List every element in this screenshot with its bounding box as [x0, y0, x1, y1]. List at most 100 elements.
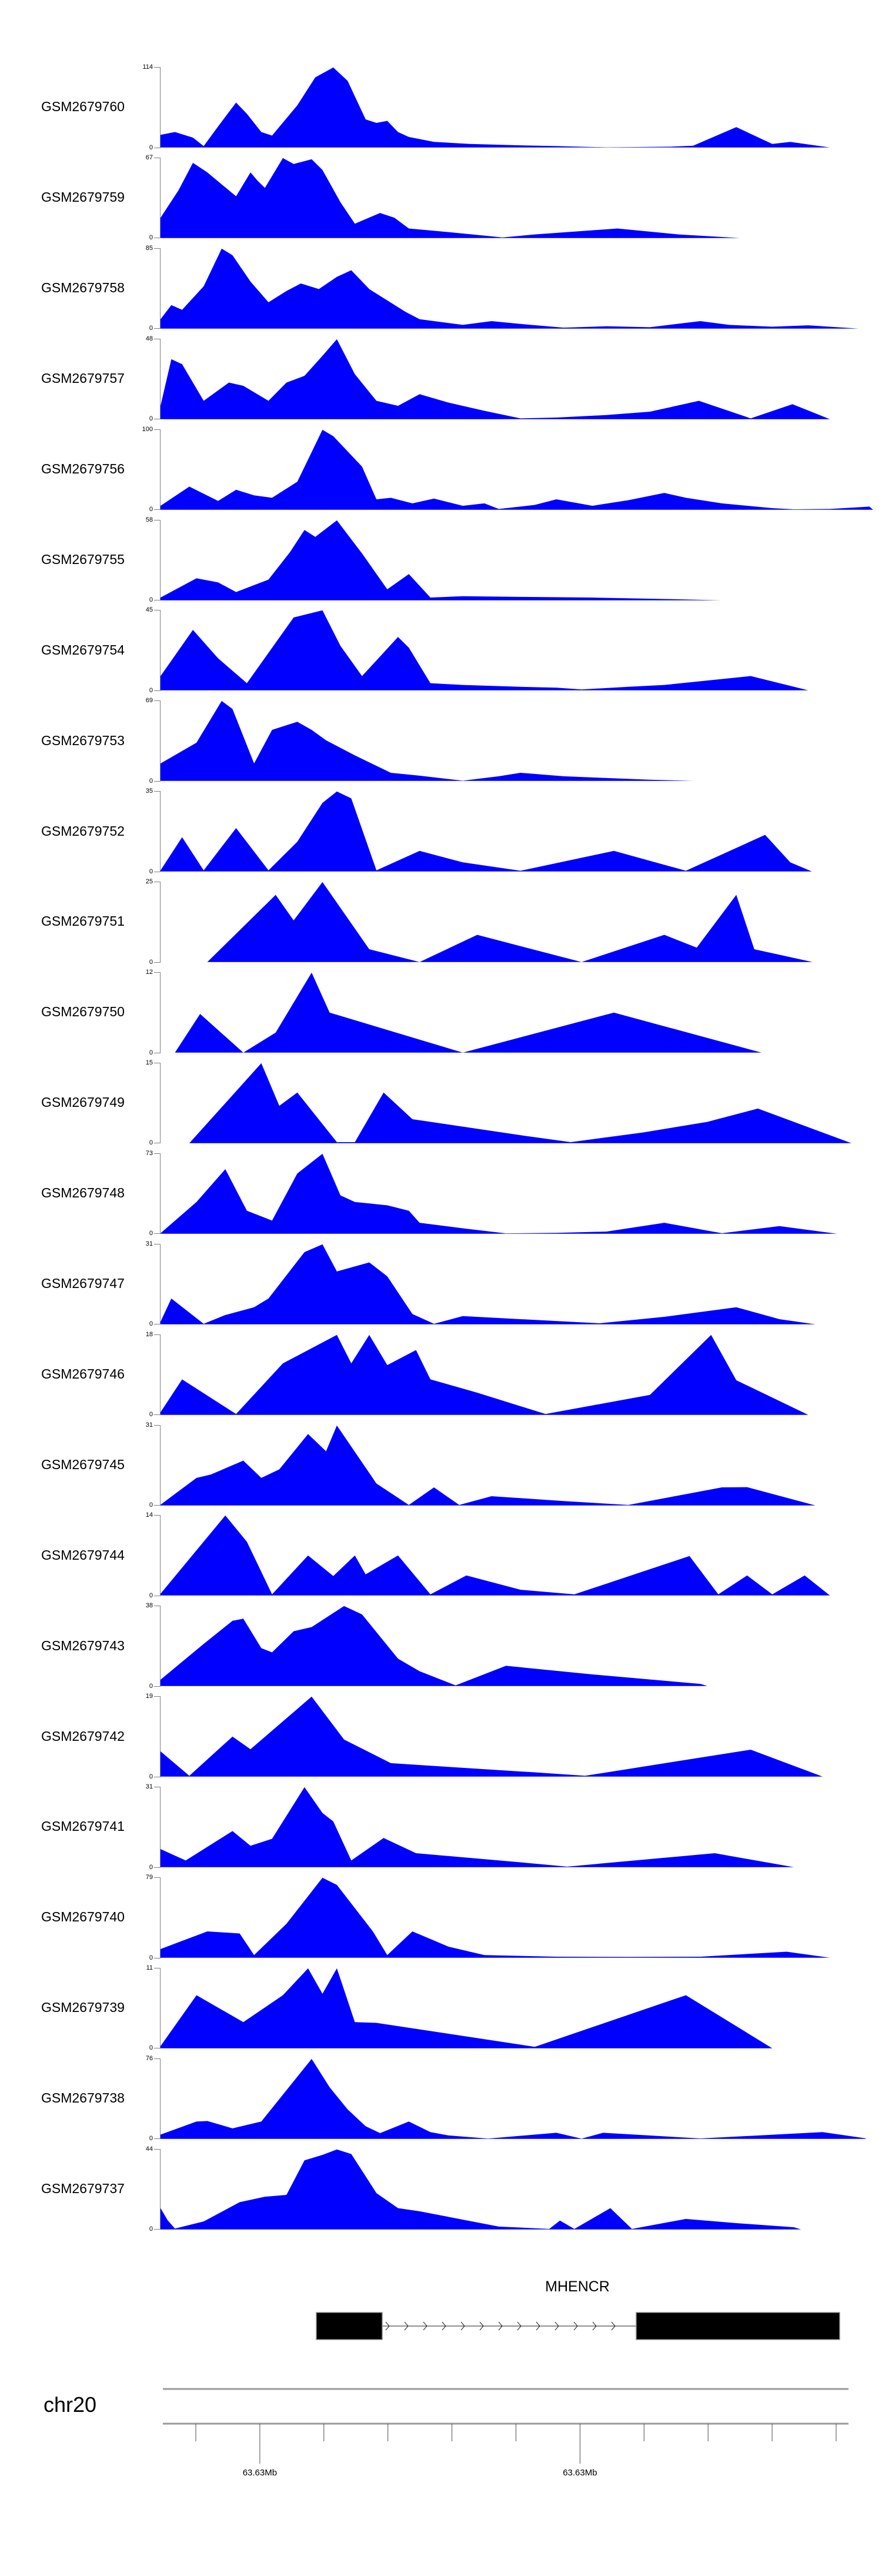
track-axis-base-tick — [154, 2229, 161, 2230]
track-area-chart — [161, 791, 812, 872]
track-axis-line — [160, 882, 161, 962]
track-area-chart — [161, 1334, 808, 1415]
track-label: GSM2679751 — [41, 913, 125, 929]
track-axis-line — [160, 429, 161, 510]
track-axis-line — [160, 67, 161, 148]
track-axis-line — [160, 248, 161, 329]
track-ymax-label: 35 — [145, 788, 153, 795]
track-label: GSM2679756 — [41, 461, 125, 476]
track-axis-line — [160, 1877, 161, 1958]
track-area-chart — [207, 882, 813, 962]
track-ybase-label: 0 — [149, 958, 153, 966]
track-axis-base-tick — [154, 1686, 161, 1687]
track-area-chart — [161, 1153, 837, 1234]
track-ymax-label: 11 — [146, 1964, 153, 1971]
track-label: GSM2679758 — [41, 280, 125, 296]
track-area-chart — [161, 2149, 801, 2230]
track-label: GSM2679747 — [41, 1275, 125, 1291]
track-ymax-label: 31 — [145, 1240, 153, 1247]
track-area-chart — [161, 610, 808, 691]
track-ymax-label: 58 — [145, 516, 153, 523]
track-axis-line — [160, 1424, 161, 1505]
track-ybase-label: 0 — [149, 867, 153, 875]
track-ymax-label: 76 — [145, 2054, 153, 2062]
coverage-area — [161, 1696, 823, 1777]
chromosome-axis — [163, 2388, 848, 2464]
track-ybase-label: 0 — [149, 1320, 153, 1328]
track-label: GSM2679755 — [41, 551, 125, 567]
coverage-area — [161, 67, 830, 148]
track-ybase-label: 0 — [149, 1501, 153, 1509]
coverage-area — [161, 248, 859, 329]
track-area-chart — [161, 1787, 794, 1867]
track-axis-base-tick — [154, 1414, 161, 1416]
track-label: GSM2679739 — [41, 2000, 125, 2016]
track-label: GSM2679757 — [41, 371, 125, 386]
track-ymax-label: 114 — [142, 64, 153, 71]
track-ymax-label: 44 — [145, 2145, 153, 2153]
track-ybase-label: 0 — [149, 777, 153, 785]
track-ymax-label: 85 — [145, 244, 153, 252]
track-area-chart — [161, 158, 740, 238]
track-ybase-label: 0 — [149, 1863, 153, 1871]
track-area-chart — [161, 339, 830, 419]
track-area-chart — [161, 1516, 830, 1596]
track-label: GSM2679759 — [41, 189, 125, 205]
track-ybase-label: 0 — [149, 596, 153, 603]
gene-name-label: MHENCR — [545, 2278, 610, 2295]
track-area-chart — [161, 1606, 708, 1687]
track-ybase-label: 0 — [149, 144, 153, 151]
coverage-area — [207, 882, 813, 962]
track-ybase-label: 0 — [149, 415, 153, 423]
coverage-area — [161, 1334, 808, 1415]
track-axis-line — [160, 972, 161, 1053]
coverage-area — [161, 1516, 830, 1596]
track-ybase-label: 0 — [149, 1411, 153, 1419]
track-ymax-label: 48 — [145, 335, 153, 342]
track-area-chart — [161, 1696, 823, 1777]
track-label: GSM2679752 — [41, 823, 125, 839]
track-label: GSM2679741 — [41, 1818, 125, 1834]
coverage-area — [161, 429, 873, 510]
track-label: GSM2679745 — [41, 1456, 125, 1472]
coverage-area — [161, 791, 812, 872]
coverage-area — [161, 339, 830, 419]
track-axis-line — [160, 1696, 161, 1777]
track-ymax-label: 100 — [142, 425, 153, 433]
track-ybase-label: 0 — [149, 1139, 153, 1147]
coverage-area — [161, 1153, 837, 1234]
track-axis-line — [160, 1243, 161, 1324]
track-axis-top-tick — [154, 2148, 161, 2150]
coverage-area — [161, 701, 693, 782]
track-ymax-label: 18 — [145, 1330, 153, 1338]
track-ybase-label: 0 — [149, 234, 153, 242]
track-axis-top-tick — [154, 1153, 161, 1154]
track-label: GSM2679750 — [41, 1004, 125, 1020]
track-ybase-label: 0 — [149, 1682, 153, 1690]
track-label: GSM2679749 — [41, 1095, 125, 1110]
track-axis-base-tick — [154, 1867, 161, 1868]
axis-tick-label: 63.63Mb — [242, 2468, 278, 2478]
track-axis-line — [160, 791, 161, 872]
track-ymax-label: 79 — [145, 1874, 153, 1881]
track-axis-line — [160, 338, 161, 419]
track-axis-top-tick — [154, 1877, 161, 1878]
gene-model-track — [316, 2312, 840, 2340]
track-ybase-label: 0 — [149, 686, 153, 694]
track-axis-top-tick — [154, 791, 161, 792]
track-axis-line — [160, 1153, 161, 1234]
track-ybase-label: 0 — [149, 1773, 153, 1780]
track-axis-line — [160, 2148, 161, 2230]
track-axis-line — [160, 1787, 161, 1867]
track-axis-base-tick — [154, 328, 161, 329]
track-label: GSM2679744 — [41, 1547, 125, 1563]
track-axis-top-tick — [154, 2058, 161, 2059]
track-area-chart — [161, 248, 859, 329]
track-axis-line — [160, 1967, 161, 2048]
track-axis-top-tick — [154, 248, 161, 249]
track-ymax-label: 15 — [145, 1059, 153, 1066]
track-label: GSM2679737 — [41, 2181, 125, 2196]
track-ybase-label: 0 — [149, 1049, 153, 1056]
track-area-chart — [161, 429, 873, 510]
